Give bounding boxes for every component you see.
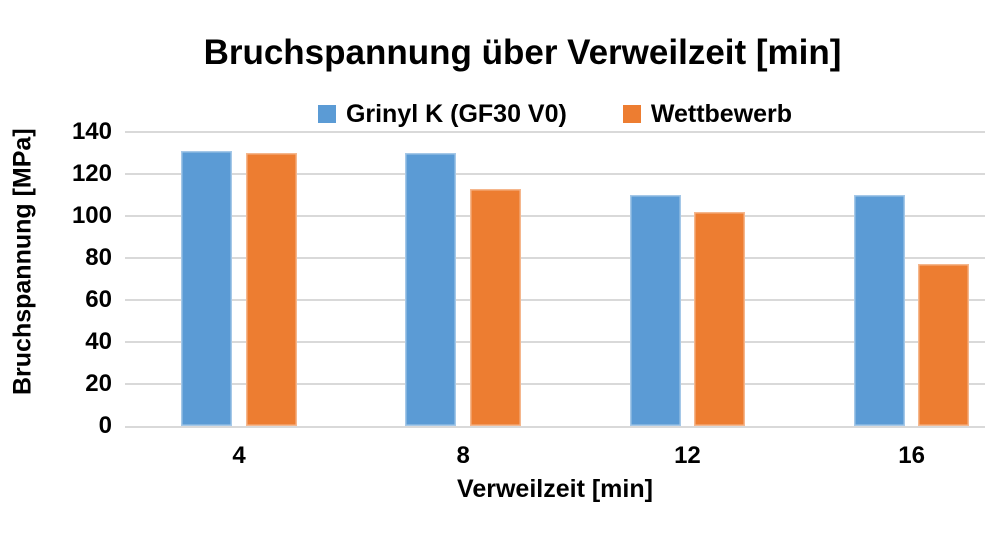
bar-grinyl-k-16min [853, 195, 905, 426]
legend-swatch-grinyl-k-icon [317, 105, 336, 123]
bar-grinyl-k-12min [629, 195, 681, 426]
y-tick-label-20: 20 [85, 370, 112, 397]
gridline-60 [125, 299, 985, 301]
x-tick-label-16: 16 [898, 442, 925, 469]
bar-wettbewerb-8min [469, 188, 521, 426]
y-axis-tick-labels: 0 20 40 60 80 100 120 140 [48, 119, 112, 439]
x-axis-tick-labels: 4 8 12 16 [125, 441, 985, 471]
y-tick-label-0: 0 [98, 412, 112, 439]
gridline-80 [125, 257, 985, 259]
plot-area [125, 131, 985, 428]
bar-wettbewerb-12min [694, 211, 746, 426]
gridline-20 [125, 383, 985, 385]
y-tick-label-80: 80 [85, 244, 112, 271]
gridline-40 [125, 341, 985, 343]
x-tick-label-8: 8 [456, 442, 470, 469]
bar-wettbewerb-4min [245, 153, 297, 426]
bar-grinyl-k-8min [405, 153, 457, 426]
y-tick-label-40: 40 [85, 328, 112, 355]
bar-grinyl-k-4min [181, 150, 233, 426]
y-axis-title: Bruchspannung [MPa] [8, 128, 37, 396]
gridline-140 [125, 131, 985, 133]
x-tick-label-12: 12 [674, 442, 701, 469]
legend-item-grinyl-k: Grinyl K (GF30 V0) [317, 99, 567, 129]
y-tick-label-140: 140 [71, 118, 112, 145]
legend-item-wettbewerb: Wettbewerb [622, 99, 793, 129]
y-tick-label-100: 100 [71, 202, 112, 229]
y-tick-label-60: 60 [85, 286, 112, 313]
chart-title: Bruchspannung über Verweilzeit [min] [203, 33, 842, 72]
y-tick-label-120: 120 [71, 160, 112, 187]
legend-label-grinyl-k: Grinyl K (GF30 V0) [345, 99, 567, 128]
x-axis-title: Verweilzeit [min] [457, 475, 653, 503]
x-tick-label-4: 4 [232, 442, 246, 469]
bar-wettbewerb-16min [918, 264, 970, 426]
gridline-120 [125, 173, 985, 175]
gridline-100 [125, 215, 985, 217]
legend: Grinyl K (GF30 V0) Wettbewerb [125, 94, 985, 134]
legend-label-wettbewerb: Wettbewerb [650, 99, 793, 128]
legend-swatch-wettbewerb-icon [622, 105, 641, 123]
